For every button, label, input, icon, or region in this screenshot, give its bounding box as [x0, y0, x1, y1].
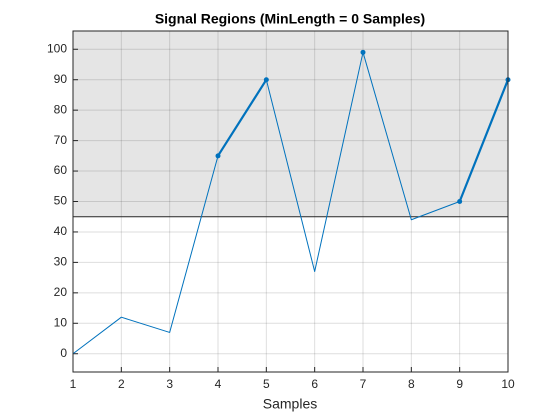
- y-tick-label: 80: [54, 102, 68, 116]
- x-tick-label: 1: [70, 377, 77, 391]
- x-tick-label: 8: [408, 377, 415, 391]
- axes-box: [72, 30, 509, 373]
- x-tick-label: 9: [456, 377, 463, 391]
- y-tick-label: 0: [60, 346, 67, 360]
- y-tick-label: 30: [54, 255, 68, 269]
- x-tick-label: 5: [263, 377, 270, 391]
- chart-title: Signal Regions (MinLength = 0 Samples): [155, 11, 425, 27]
- y-tick-label: 70: [54, 133, 68, 147]
- x-tick-label: 2: [118, 377, 125, 391]
- marker: [457, 199, 463, 204]
- y-tick-label: 60: [54, 163, 68, 177]
- series-line: [72, 51, 509, 355]
- x-tick-label: 6: [311, 377, 318, 391]
- threshold-region: [73, 31, 508, 217]
- x-tick-label: 3: [166, 377, 173, 391]
- y-tick-label: 90: [54, 72, 68, 86]
- y-tick-label: 10: [54, 315, 68, 329]
- y-tick-label: 50: [54, 194, 68, 208]
- marker: [215, 153, 221, 159]
- y-tick-label: 100: [47, 41, 67, 55]
- x-tick-label: 10: [501, 377, 515, 391]
- x-tick-label: 7: [360, 377, 367, 391]
- y-tick-label: 20: [54, 285, 68, 299]
- x-tick-label: 4: [215, 377, 222, 391]
- series-line: [217, 79, 510, 202]
- marker: [263, 77, 269, 83]
- x-axis-label: Samples: [263, 396, 317, 412]
- marker: [360, 49, 366, 55]
- y-tick-label: 40: [54, 224, 68, 238]
